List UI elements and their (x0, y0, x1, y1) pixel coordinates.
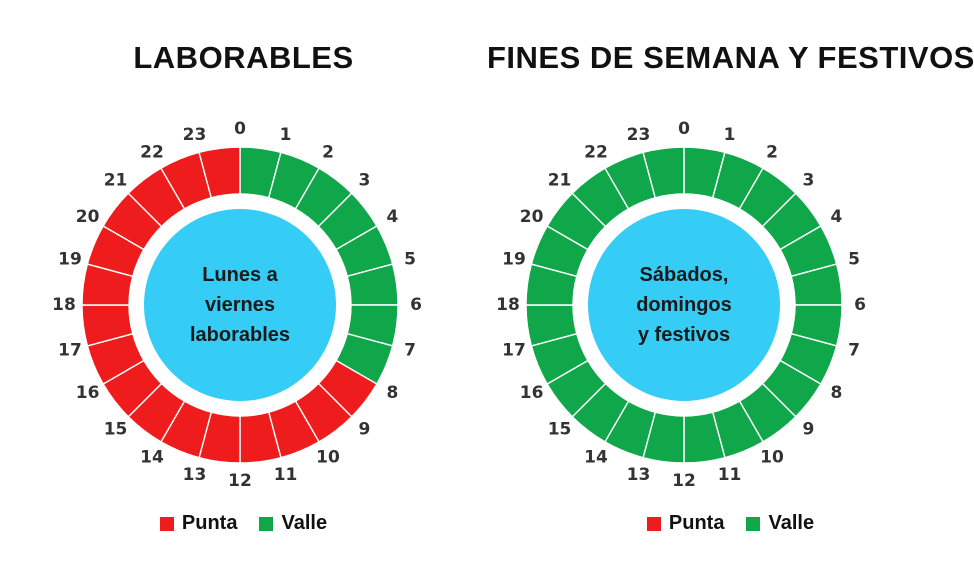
hour-label-16: 16 (76, 383, 100, 403)
hour-label-8: 8 (386, 383, 398, 403)
festivos-panel: FINES DE SEMANA Y FESTIVOS 0 1 2 3 4 5 6 7 8 9 10 1… (487, 0, 974, 568)
legend-label-punta: Punta (181, 512, 238, 534)
center-text-line: laborables (190, 324, 290, 346)
hour-label-23: 23 (627, 125, 651, 145)
hour-label-21: 21 (548, 171, 572, 191)
hour-label-3: 3 (803, 171, 815, 191)
hour-dial-laborables: 0 1234567891011121314151617181920212223Lu… (52, 119, 422, 491)
center-circle (144, 209, 336, 401)
hour-label-2: 2 (322, 143, 334, 163)
legend-label-valle: Valle (281, 512, 328, 534)
center-text-line: viernes (205, 294, 275, 316)
hour-label-3: 3 (359, 171, 371, 191)
hour-label-14: 14 (584, 447, 608, 467)
legend-item-valle: Valle (746, 512, 814, 535)
legend-item-valle: Valle (259, 512, 327, 535)
hour-label-10: 10 (760, 447, 784, 467)
hour-label-7: 7 (404, 341, 416, 361)
center-text-line: domingos (636, 294, 732, 316)
legend-laborables: Punta Valle (0, 512, 487, 535)
hour-label-13: 13 (627, 465, 651, 485)
legend-label-valle: Valle (768, 512, 815, 534)
valle-swatch-icon (259, 516, 274, 531)
hour-label-4: 4 (830, 207, 842, 227)
legend-item-punta: Punta (159, 512, 238, 535)
hour-dial-festivos: 0 1234567891011121314151617181920212223Sá… (496, 119, 866, 491)
hour-label-11: 11 (718, 465, 742, 485)
hour-label-9: 9 (359, 419, 371, 439)
valle-swatch-icon (746, 516, 761, 531)
hour-label-22: 22 (584, 143, 608, 163)
hour-label-9: 9 (803, 419, 815, 439)
hour-label-6: 6 (410, 295, 422, 315)
hour-label-6: 6 (854, 295, 866, 315)
hour-label-18: 18 (496, 295, 520, 315)
chart-title-laborables: LABORABLES (133, 40, 354, 75)
center-text-line: y festivos (638, 324, 730, 346)
hour-label-0: 0 (678, 119, 690, 139)
hour-label-4: 4 (386, 207, 398, 227)
hour-label-23: 23 (183, 125, 207, 145)
punta-swatch-icon (159, 516, 174, 531)
hour-segment-23 (642, 146, 685, 199)
laborables-panel: LABORABLES 0 1 2 3 4 5 6 7 8 9 10 11 12 13 14 15 16 17 18 1… (0, 40, 487, 535)
hour-label-18: 18 (52, 295, 76, 315)
punta-swatch-icon (646, 516, 661, 531)
chart-title-festivos: FINES DE SEMANA Y FESTIVOS (487, 40, 974, 75)
hour-segment-23 (198, 146, 241, 199)
hour-label-12: 12 (672, 471, 696, 491)
hour-label-16: 16 (520, 383, 544, 403)
hour-label-17: 17 (58, 341, 82, 361)
hour-label-1: 1 (724, 125, 736, 145)
hour-label-2: 2 (766, 143, 778, 163)
hour-label-14: 14 (140, 447, 164, 467)
hour-label-1: 1 (280, 125, 292, 145)
hour-label-22: 22 (140, 143, 164, 163)
hour-label-13: 13 (183, 465, 207, 485)
center-text-line: Sábados, (640, 264, 729, 286)
hour-label-15: 15 (548, 419, 572, 439)
legend-item-punta: Punta (646, 512, 725, 535)
legend-label-punta: Punta (668, 512, 725, 534)
hour-label-19: 19 (502, 249, 526, 269)
hour-label-20: 20 (76, 207, 100, 227)
center-circle (588, 209, 780, 401)
hour-label-7: 7 (848, 341, 860, 361)
hour-label-5: 5 (404, 249, 416, 269)
hour-label-21: 21 (104, 171, 128, 191)
hour-label-8: 8 (830, 383, 842, 403)
center-text-line: Lunes a (202, 264, 278, 286)
hour-label-5: 5 (848, 249, 860, 269)
hour-label-19: 19 (58, 249, 82, 269)
legend-festivos: Punta Valle (487, 512, 974, 535)
hour-label-12: 12 (228, 471, 252, 491)
hour-label-17: 17 (502, 341, 526, 361)
hour-label-20: 20 (520, 207, 544, 227)
hour-label-0: 0 (234, 119, 246, 139)
hour-label-11: 11 (274, 465, 298, 485)
hour-label-15: 15 (104, 419, 128, 439)
hour-label-10: 10 (316, 447, 340, 467)
